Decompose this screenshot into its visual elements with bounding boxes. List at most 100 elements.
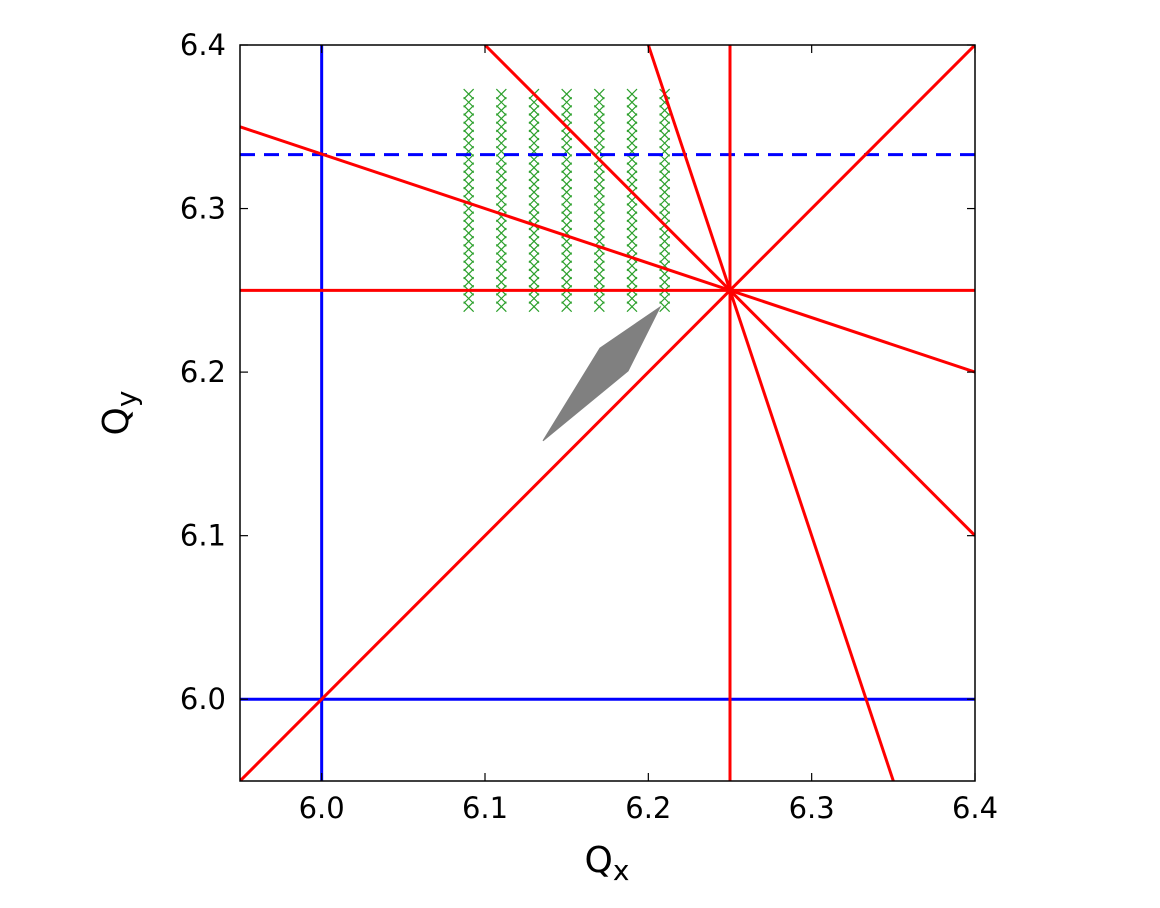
marker — [626, 154, 638, 165]
marker — [561, 170, 573, 182]
marker — [495, 96, 507, 108]
marker — [593, 137, 605, 149]
marker — [463, 293, 475, 304]
marker — [593, 186, 605, 198]
marker — [528, 137, 540, 149]
marker — [495, 244, 507, 255]
marker — [561, 293, 573, 304]
marker — [528, 113, 540, 125]
marker — [593, 194, 605, 206]
marker — [593, 203, 605, 214]
axes-frame — [239, 44, 976, 782]
y-tick-label: 6.2 — [180, 355, 226, 389]
x-tick-label: 6.4 — [952, 791, 998, 825]
y-tick-label: 6.4 — [180, 28, 226, 62]
marker — [593, 276, 605, 288]
marker — [626, 244, 638, 255]
marker — [659, 137, 671, 149]
marker — [626, 121, 638, 133]
marker — [495, 129, 507, 141]
marker — [561, 137, 573, 149]
marker — [528, 154, 540, 165]
marker — [561, 186, 573, 198]
marker — [495, 227, 507, 239]
marker — [593, 268, 605, 280]
marker — [495, 178, 507, 190]
marker — [495, 121, 507, 133]
marker — [528, 227, 540, 239]
marker — [626, 113, 638, 125]
marker — [593, 301, 605, 313]
marker — [528, 203, 540, 214]
marker — [561, 268, 573, 280]
marker — [495, 154, 507, 165]
marker — [659, 194, 671, 206]
marker — [528, 104, 540, 116]
marker — [659, 113, 671, 125]
marker — [528, 211, 540, 223]
y-label-base: Q — [96, 407, 137, 435]
marker — [495, 276, 507, 288]
marker — [659, 186, 671, 198]
marker — [495, 88, 507, 100]
x-tick-label: 6.0 — [299, 791, 345, 825]
marker — [463, 137, 475, 149]
marker — [495, 260, 507, 272]
marker — [463, 121, 475, 133]
marker — [463, 276, 475, 288]
marker — [463, 88, 475, 100]
marker — [495, 194, 507, 206]
marker — [561, 301, 573, 313]
marker — [561, 162, 573, 174]
marker — [463, 219, 475, 231]
marker — [495, 162, 507, 174]
marker — [626, 203, 638, 214]
x-tick-label: 6.3 — [789, 791, 835, 825]
marker — [463, 186, 475, 198]
marker — [561, 219, 573, 231]
marker — [463, 96, 475, 108]
marker — [626, 227, 638, 239]
marker — [593, 88, 605, 100]
marker — [626, 137, 638, 149]
marker — [593, 170, 605, 182]
marker — [528, 276, 540, 288]
marker — [463, 227, 475, 239]
marker — [528, 260, 540, 272]
marker — [528, 186, 540, 198]
y-tick-label: 6.1 — [180, 519, 226, 553]
marker — [659, 162, 671, 174]
marker — [463, 129, 475, 141]
marker — [495, 219, 507, 231]
marker — [561, 88, 573, 100]
marker — [528, 162, 540, 174]
marker — [593, 219, 605, 231]
y-label-sub: y — [110, 391, 143, 408]
marker — [659, 301, 671, 313]
marker — [463, 104, 475, 116]
marker — [528, 129, 540, 141]
marker — [593, 96, 605, 108]
marker — [659, 252, 671, 264]
marker — [495, 137, 507, 149]
marker — [626, 268, 638, 280]
marker — [463, 244, 475, 255]
marker — [626, 88, 638, 100]
marker — [626, 219, 638, 231]
marker — [626, 301, 638, 313]
marker — [495, 235, 507, 247]
y-tick-label: 6.0 — [180, 682, 226, 716]
marker — [528, 293, 540, 304]
marker — [528, 170, 540, 182]
marker — [659, 129, 671, 141]
marker — [528, 252, 540, 264]
x-axis-label: Qx — [585, 840, 630, 887]
marker — [593, 211, 605, 223]
marker — [561, 194, 573, 206]
marker — [626, 104, 638, 116]
marker — [528, 235, 540, 247]
marker — [593, 178, 605, 190]
marker — [561, 154, 573, 165]
